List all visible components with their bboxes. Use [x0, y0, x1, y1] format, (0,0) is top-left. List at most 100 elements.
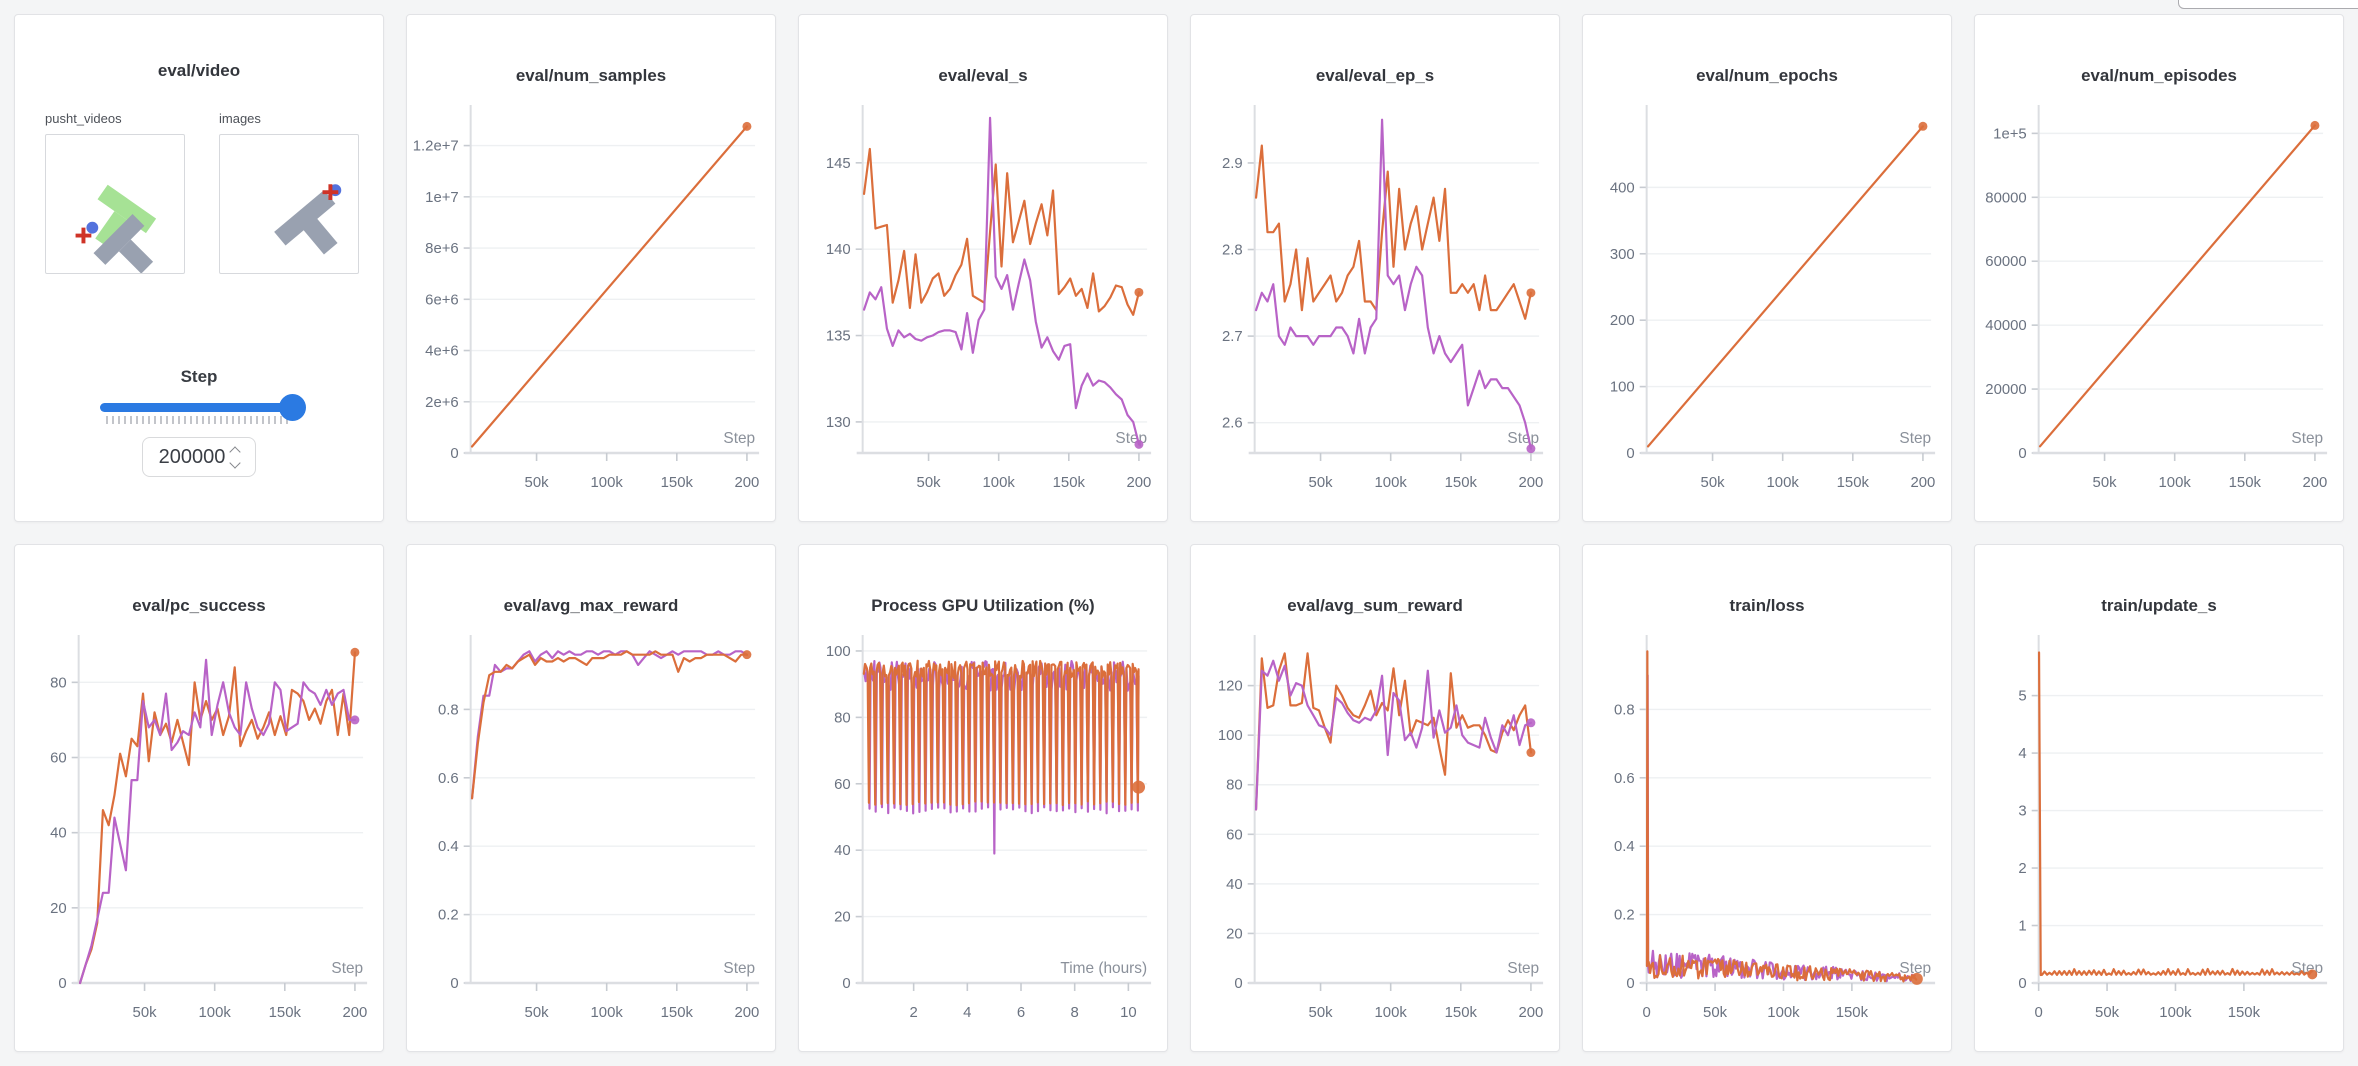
panel-eval-eval-ep-s[interactable]: eval/eval_ep_s 2.6 2.7 2.8 2.9 50k 100k 150k 200…	[1190, 14, 1560, 522]
media-key-label: pusht_videos	[45, 111, 122, 126]
panel-eval-video[interactable]: eval/video pusht_videos	[14, 14, 384, 522]
process-gpu-utilization-chart: Process GPU Utilization (%) 0 20 40 60 80 100 2…	[826, 596, 1152, 1021]
svg-text:0: 0	[1626, 445, 1634, 462]
stepper-down-icon[interactable]	[229, 456, 242, 469]
media-key-pusht-videos: pusht_videos	[45, 111, 185, 274]
media-key-label: images	[219, 111, 261, 126]
panel-eval-num-episodes[interactable]: eval/num_episodes 0 20000 40000 60000 80000 1e…	[1974, 14, 2344, 522]
svg-text:8: 8	[1071, 1004, 1079, 1021]
svg-text:train/loss: train/loss	[1729, 596, 1804, 615]
svg-text:0: 0	[450, 445, 458, 462]
svg-text:200: 200	[1910, 474, 1935, 491]
svg-text:20: 20	[50, 900, 67, 917]
svg-text:60: 60	[50, 749, 67, 766]
svg-text:eval/eval_s: eval/eval_s	[938, 66, 1027, 85]
svg-text:50k: 50k	[1309, 1004, 1334, 1021]
svg-text:200: 200	[1518, 1004, 1543, 1021]
panel-eval-avg-sum-reward[interactable]: eval/avg_sum_reward 0 20 40 60 80 100 120 50k 100…	[1190, 544, 1560, 1052]
eval-num-epochs-chart: eval/num_epochs 0 100 200 300 400 50k 100k 150k 2…	[1610, 66, 1936, 491]
svg-text:0.6: 0.6	[1614, 770, 1635, 787]
svg-text:50k: 50k	[917, 474, 942, 491]
svg-text:0: 0	[842, 975, 850, 992]
svg-text:0: 0	[450, 975, 458, 992]
svg-text:Time (hours): Time (hours)	[1060, 960, 1147, 977]
svg-text:100k: 100k	[1767, 1004, 1800, 1021]
svg-text:2.6: 2.6	[1222, 415, 1243, 432]
step-slider-thumb[interactable]	[279, 394, 306, 421]
panel-eval-num-epochs[interactable]: eval/num_epochs 0 100 200 300 400 50k 100k 150k 2…	[1582, 14, 1952, 522]
goal-cross-icon	[322, 184, 339, 201]
svg-text:100k: 100k	[591, 474, 624, 491]
svg-text:100k: 100k	[591, 1004, 624, 1021]
svg-text:60000: 60000	[1985, 253, 2026, 270]
panel-process-gpu-utilization[interactable]: Process GPU Utilization (%) 0 20 40 60 80 100 2…	[798, 544, 1168, 1052]
svg-text:40: 40	[50, 825, 67, 842]
stepper-icons[interactable]	[229, 445, 242, 469]
svg-text:4: 4	[963, 1004, 971, 1021]
svg-text:150k: 150k	[1053, 474, 1086, 491]
pusht-scene-image	[274, 184, 342, 255]
pusht-scene-image	[75, 184, 157, 274]
svg-text:200: 200	[1518, 474, 1543, 491]
svg-text:3: 3	[2018, 803, 2026, 820]
svg-text:100k: 100k	[199, 1004, 232, 1021]
svg-text:0.8: 0.8	[438, 701, 459, 718]
panel-train-update-s[interactable]: train/update_s 0 1 2 3 4 5 0 50k 100k 150k Step	[1974, 544, 2344, 1052]
svg-text:eval/avg_max_reward: eval/avg_max_reward	[504, 596, 679, 615]
goal-cross-icon	[75, 227, 92, 244]
pusht-video-thumbnail[interactable]	[45, 134, 185, 274]
svg-text:150k: 150k	[2229, 474, 2262, 491]
svg-text:100k: 100k	[2159, 474, 2192, 491]
svg-text:0.4: 0.4	[1614, 838, 1635, 855]
svg-text:150k: 150k	[661, 474, 694, 491]
svg-text:0.2: 0.2	[1614, 907, 1635, 924]
svg-text:0: 0	[1643, 1004, 1651, 1021]
svg-text:eval/pc_success: eval/pc_success	[132, 596, 265, 615]
svg-text:8e+6: 8e+6	[425, 240, 459, 257]
svg-text:400: 400	[1610, 179, 1635, 196]
svg-text:0: 0	[2018, 445, 2026, 462]
svg-text:1.2e+7: 1.2e+7	[413, 138, 459, 155]
svg-text:50k: 50k	[525, 474, 550, 491]
step-slider[interactable]	[100, 394, 306, 421]
svg-text:2e+6: 2e+6	[425, 394, 459, 411]
svg-text:200: 200	[1610, 312, 1635, 329]
step-slider-label: Step	[180, 367, 218, 386]
svg-text:145: 145	[826, 155, 851, 172]
step-value-input[interactable]: 200000	[142, 437, 256, 477]
panel-eval-eval-s[interactable]: eval/eval_s 130 135 140 145 50k 100k 150k 200 Ste…	[798, 14, 1168, 522]
svg-text:150k: 150k	[1445, 1004, 1478, 1021]
svg-text:eval/avg_sum_reward: eval/avg_sum_reward	[1287, 596, 1463, 615]
scrolled-panel-bottom-edge	[2178, 0, 2358, 9]
svg-text:50k: 50k	[133, 1004, 158, 1021]
step-slider-track[interactable]	[100, 403, 298, 412]
stepper-up-icon[interactable]	[229, 445, 242, 458]
images-thumbnail[interactable]	[219, 134, 359, 274]
svg-text:20000: 20000	[1985, 381, 2026, 398]
svg-text:train/update_s: train/update_s	[2101, 596, 2216, 615]
eval-avg-max-reward-chart: eval/avg_max_reward 0 0.2 0.4 0.6 0.8 50k 100k 1…	[438, 596, 759, 1021]
svg-text:6e+6: 6e+6	[425, 291, 459, 308]
svg-text:135: 135	[826, 328, 851, 345]
svg-text:200: 200	[734, 474, 759, 491]
panel-eval-num-samples[interactable]: eval/num_samples 0 2e+6 4e+6 6e+6 8e+6 1e+7 1.2…	[406, 14, 776, 522]
svg-text:2.8: 2.8	[1222, 241, 1243, 258]
panel-train-loss[interactable]: train/loss 0 0.2 0.4 0.6 0.8 0 50k 100k 150k Step	[1582, 544, 1952, 1052]
svg-text:0: 0	[2018, 975, 2026, 992]
svg-text:100k: 100k	[983, 474, 1016, 491]
svg-text:1: 1	[2018, 917, 2026, 934]
panel-eval-pc-success[interactable]: eval/pc_success 0 20 40 60 80 50k 100k 150k 200 St…	[14, 544, 384, 1052]
svg-text:300: 300	[1610, 246, 1635, 263]
panel-eval-avg-max-reward[interactable]: eval/avg_max_reward 0 0.2 0.4 0.6 0.8 50k 100k 1…	[406, 544, 776, 1052]
svg-text:100k: 100k	[1767, 474, 1800, 491]
svg-text:200: 200	[342, 1004, 367, 1021]
svg-text:200: 200	[2302, 474, 2327, 491]
svg-text:40: 40	[1226, 876, 1243, 893]
svg-text:140: 140	[826, 241, 851, 258]
svg-text:Step: Step	[2291, 430, 2323, 447]
media-panel-title: eval/video	[157, 61, 241, 80]
svg-text:60: 60	[834, 776, 851, 793]
step-slider-ticks	[106, 416, 292, 424]
